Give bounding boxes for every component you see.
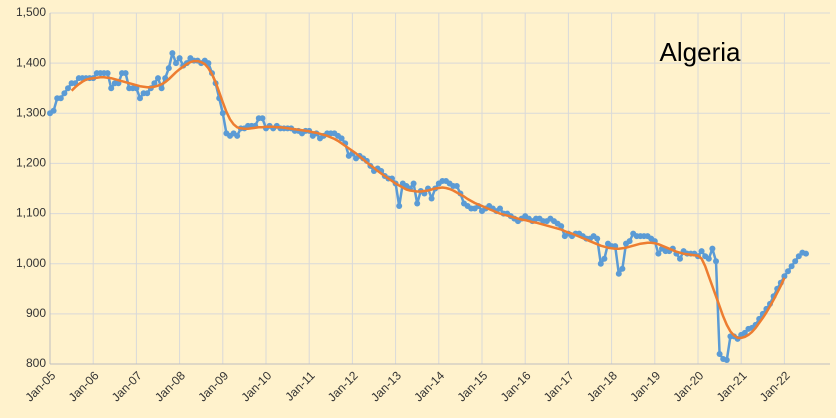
data-point (709, 245, 716, 252)
data-point (741, 329, 748, 336)
data-point (655, 250, 662, 257)
y-tick-label: 1,300 (16, 105, 46, 119)
data-point (497, 205, 503, 212)
data-point (619, 265, 626, 272)
data-point (453, 182, 460, 189)
data-point (158, 85, 165, 92)
data-point (723, 356, 730, 363)
data-point (338, 135, 345, 142)
data-point (61, 90, 68, 97)
data-point (165, 65, 172, 72)
data-point (677, 255, 683, 262)
data-point (428, 195, 435, 202)
data-point (122, 70, 129, 77)
data-point (169, 50, 176, 57)
data-point (173, 60, 179, 67)
data-point (698, 248, 705, 255)
data-point (615, 270, 622, 277)
data-point (414, 200, 421, 207)
y-tick-label: 1,500 (16, 5, 46, 19)
y-tick-label: 1,400 (16, 55, 46, 69)
data-point (781, 273, 788, 280)
data-point (601, 255, 608, 262)
data-point (137, 95, 143, 102)
data-point (50, 107, 57, 114)
data-point (558, 223, 565, 230)
y-tick-label: 800 (26, 356, 46, 370)
data-point (396, 203, 403, 210)
data-point (234, 132, 241, 139)
series-line (70, 59, 786, 340)
data-point (104, 70, 111, 77)
data-point (65, 85, 71, 92)
data-point (108, 85, 115, 92)
y-tick-label: 1,100 (16, 206, 46, 220)
y-tick-label: 900 (26, 306, 46, 320)
data-point (219, 110, 226, 117)
data-point (57, 95, 64, 102)
data-point (705, 255, 712, 262)
data-point (716, 350, 723, 357)
data-point (259, 115, 266, 122)
data-point (144, 90, 151, 97)
data-point (594, 235, 601, 242)
data-point (410, 180, 417, 187)
y-tick-label: 1,200 (16, 156, 46, 170)
y-tick-label: 1,000 (16, 256, 46, 270)
data-point (626, 238, 633, 245)
data-point (785, 268, 791, 275)
data-point (151, 80, 158, 87)
data-point (713, 258, 719, 265)
data-point (788, 263, 795, 270)
data-point (176, 55, 183, 62)
data-point (803, 250, 809, 257)
chart-title: Algeria (660, 37, 741, 67)
data-point (792, 258, 799, 265)
data-point (597, 260, 604, 267)
data-point (155, 75, 161, 82)
